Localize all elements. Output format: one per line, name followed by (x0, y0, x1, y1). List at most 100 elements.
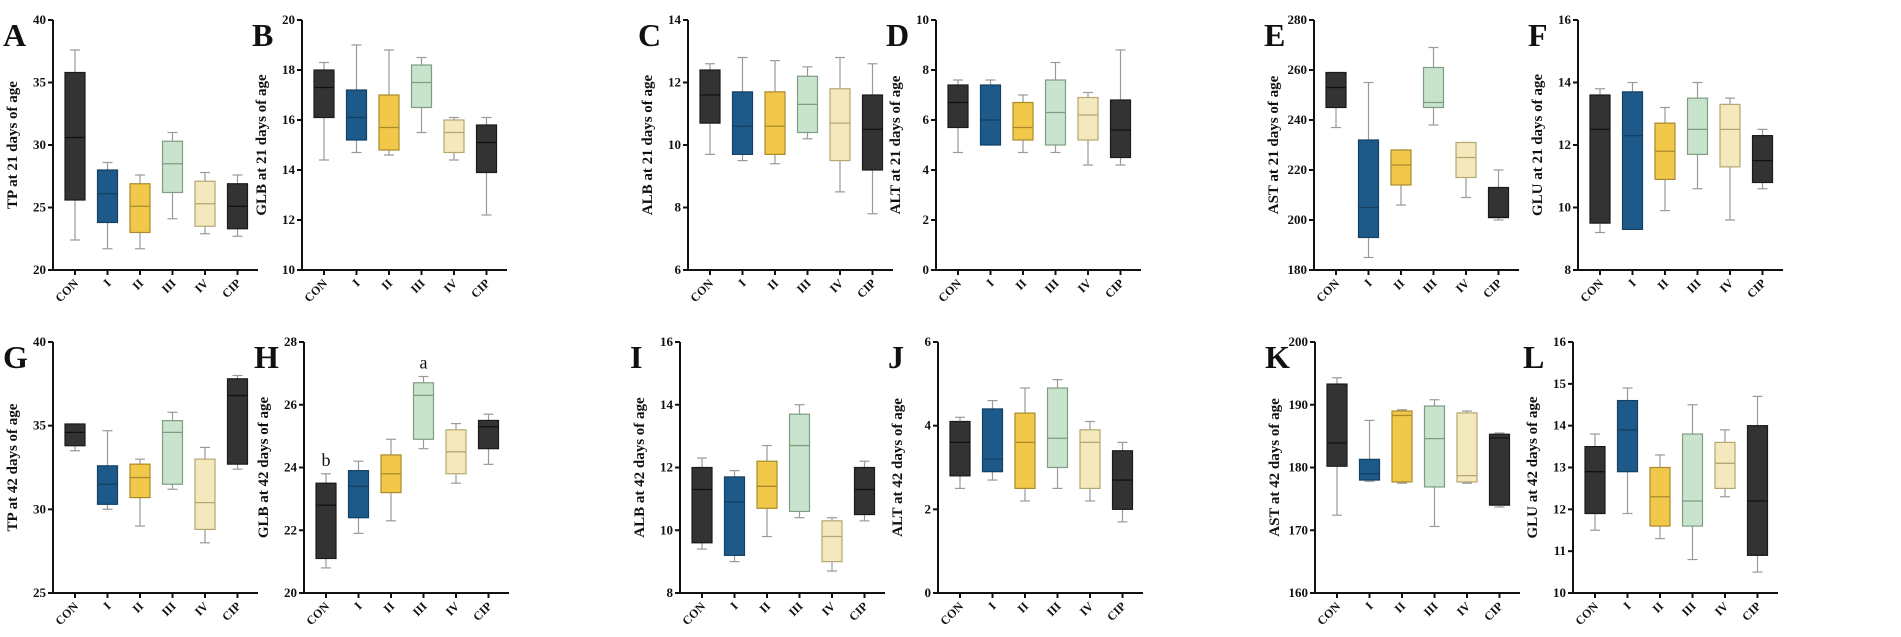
panel-letter: C (638, 17, 661, 53)
x-tick-label: III (1044, 599, 1064, 619)
y-tick-label: 11 (1554, 543, 1566, 558)
x-tick-label: CIP (219, 599, 244, 624)
x-tick-label: III (786, 599, 806, 619)
x-tick-label: III (159, 276, 179, 296)
y-tick-label: 6 (923, 112, 930, 127)
iqr-box (1686, 97, 1709, 155)
iqr-box (756, 460, 778, 509)
y-axis-title: GLB at 21 days of age (254, 74, 270, 216)
y-tick-label: 8 (675, 200, 682, 215)
box-I (96, 430, 119, 510)
x-tick-label: III (159, 599, 179, 619)
box-II (129, 458, 151, 527)
x-tick-label: IV (1717, 276, 1737, 296)
panel-letter: D (886, 17, 909, 53)
x-tick-label: III (1679, 599, 1699, 619)
iqr-box (853, 466, 876, 516)
y-tick-label: 0 (923, 262, 930, 277)
iqr-box (1012, 101, 1034, 141)
box-III (161, 411, 184, 490)
x-tick-label: II (130, 276, 147, 293)
x-tick-label: III (1420, 276, 1440, 296)
box-I (723, 470, 746, 563)
iqr-box (947, 84, 969, 129)
iqr-box (1456, 412, 1478, 483)
iqr-box (1391, 410, 1413, 483)
iqr-box (788, 413, 811, 513)
box-CIP (226, 174, 249, 237)
x-tick-label: I (1361, 276, 1374, 289)
iqr-box (410, 64, 433, 109)
y-axis-title: ALB at 42 days of age (632, 397, 648, 538)
y-tick-label: 40 (33, 334, 46, 349)
x-tick-label: IV (819, 599, 839, 619)
y-axis-title: GLU at 21 days of age (1530, 74, 1546, 216)
box-III (1046, 379, 1069, 490)
iqr-box (412, 382, 435, 440)
x-tick-label: I (351, 599, 364, 612)
iqr-box (764, 91, 786, 155)
iqr-box (861, 94, 884, 171)
x-tick-label: I (985, 599, 998, 612)
iqr-box (1014, 412, 1036, 490)
y-tick-label: 180 (1289, 460, 1309, 475)
iqr-box (96, 465, 119, 505)
y-axis-title: ALT at 42 days of age (890, 398, 906, 537)
x-tick-label: II (1650, 599, 1667, 616)
box-III (788, 404, 811, 519)
iqr-box (443, 119, 465, 154)
y-tick-label: 22 (284, 522, 297, 537)
iqr-box (691, 466, 713, 544)
box-IV (821, 517, 843, 572)
x-tick-label: II (379, 276, 396, 293)
box-IV (1456, 410, 1478, 484)
y-tick-label: 28 (284, 334, 298, 349)
box-CIP (226, 374, 249, 470)
y-tick-label: 14 (282, 162, 296, 177)
x-tick-label: II (1392, 599, 1409, 616)
y-tick-label: 30 (33, 137, 46, 152)
x-tick-label: III (1421, 599, 1441, 619)
box-CON (313, 61, 335, 161)
y-tick-label: 10 (668, 137, 681, 152)
box-I (981, 399, 1004, 481)
y-tick-label: 12 (1553, 501, 1566, 516)
x-tick-label: IV (443, 599, 463, 619)
y-tick-label: 8 (923, 62, 930, 77)
y-tick-label: 14 (1558, 75, 1572, 90)
y-tick-label: 10 (1558, 200, 1571, 215)
box-CON (1326, 377, 1348, 516)
y-tick-label: 20 (284, 585, 297, 600)
iqr-box (1326, 383, 1348, 467)
box-CON (315, 473, 337, 569)
iqr-box (226, 378, 249, 465)
x-tick-label: CIP (846, 599, 871, 624)
box-CIP (1751, 128, 1774, 190)
x-tick-label: CON (935, 276, 964, 305)
x-tick-label: I (1625, 276, 1638, 289)
box-IV (1714, 429, 1736, 498)
iqr-box (64, 71, 86, 201)
y-tick-label: 35 (33, 418, 47, 433)
y-tick-label: 4 (923, 162, 930, 177)
iqr-box (347, 470, 370, 519)
y-tick-label: 2 (925, 501, 932, 516)
box-III (1681, 404, 1704, 561)
panel-letter: K (1265, 339, 1290, 375)
significance-letter: b (322, 450, 331, 470)
box-II (764, 60, 786, 165)
iqr-box (1046, 387, 1069, 469)
x-tick-label: III (1042, 276, 1062, 296)
x-tick-label: CON (52, 599, 81, 628)
x-tick-label: CIP (219, 276, 244, 301)
y-tick-label: 40 (33, 12, 46, 27)
iqr-box (161, 140, 184, 194)
iqr-box (378, 94, 400, 151)
y-tick-label: 25 (33, 200, 47, 215)
box-III (1686, 81, 1709, 190)
x-tick-label: III (794, 276, 814, 296)
